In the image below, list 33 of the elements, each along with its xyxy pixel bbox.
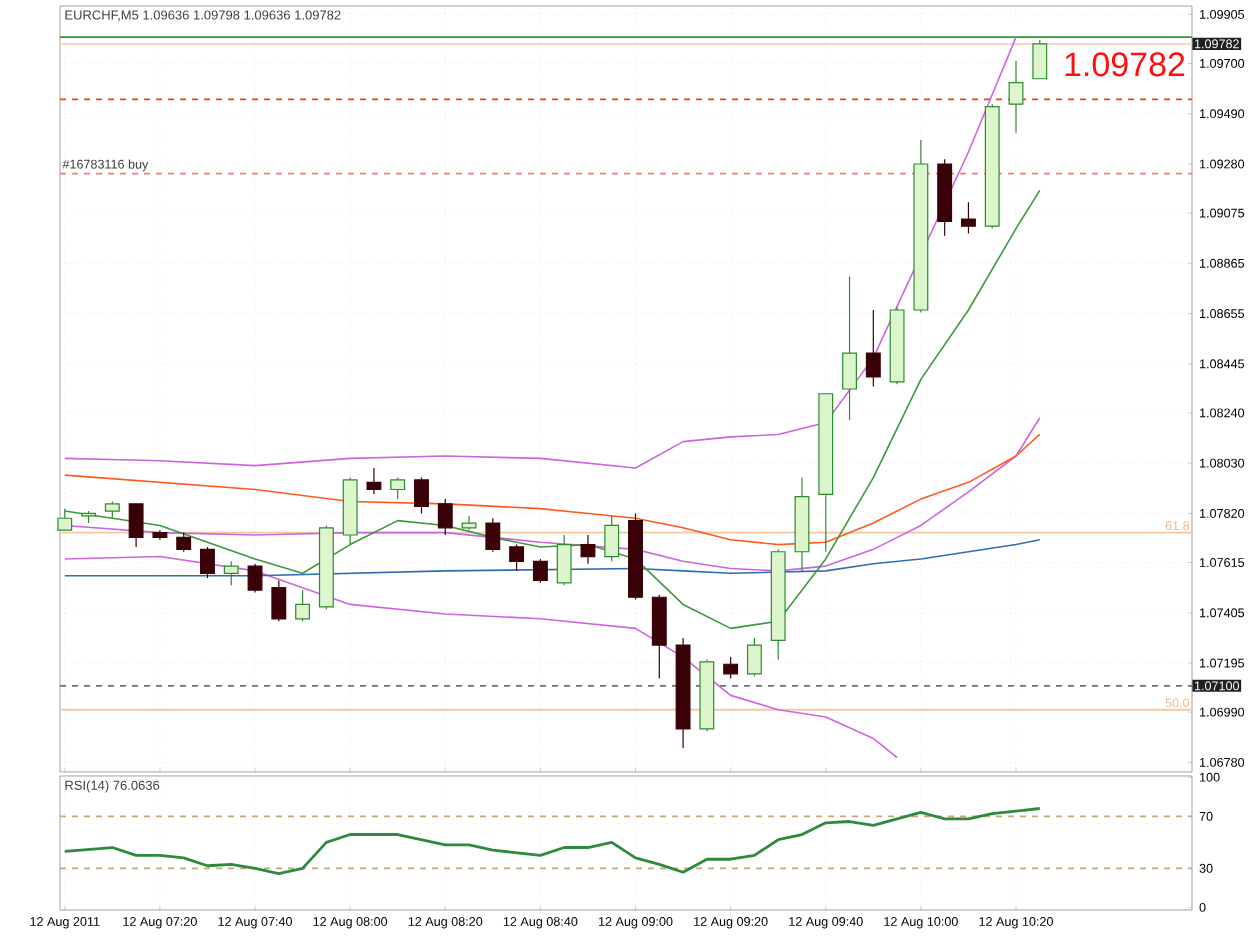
candlestick <box>651 594 667 680</box>
candlestick <box>295 589 311 622</box>
candlestick <box>485 517 501 553</box>
candlestick <box>961 201 976 234</box>
candlestick <box>414 476 429 515</box>
candlestick <box>200 546 215 579</box>
candlestick <box>461 515 477 531</box>
candlestick <box>1008 60 1024 134</box>
line-series <box>63 807 1042 875</box>
candlestick <box>842 275 857 421</box>
candlestick <box>532 558 548 584</box>
line-series <box>63 36 1017 469</box>
candlestick <box>223 560 239 586</box>
line-series <box>63 555 898 759</box>
candlestick <box>247 563 263 594</box>
candlestick <box>437 498 453 536</box>
candlestick <box>509 543 525 572</box>
candlestick <box>390 476 406 500</box>
line-series <box>63 538 1041 577</box>
annotation: 1.09782 <box>1065 52 1185 77</box>
candlestick <box>271 579 287 622</box>
candlestick <box>1032 39 1048 80</box>
candlestick <box>746 637 762 677</box>
line-series <box>63 189 1041 630</box>
candlestick <box>865 309 881 388</box>
candlestick <box>176 532 192 553</box>
candlestick <box>580 534 596 565</box>
candlestick <box>366 467 382 495</box>
candlestick <box>556 534 572 586</box>
candlestick <box>723 656 739 680</box>
candlestick <box>604 515 620 562</box>
candlestick <box>128 503 144 548</box>
candlestick <box>57 508 73 531</box>
